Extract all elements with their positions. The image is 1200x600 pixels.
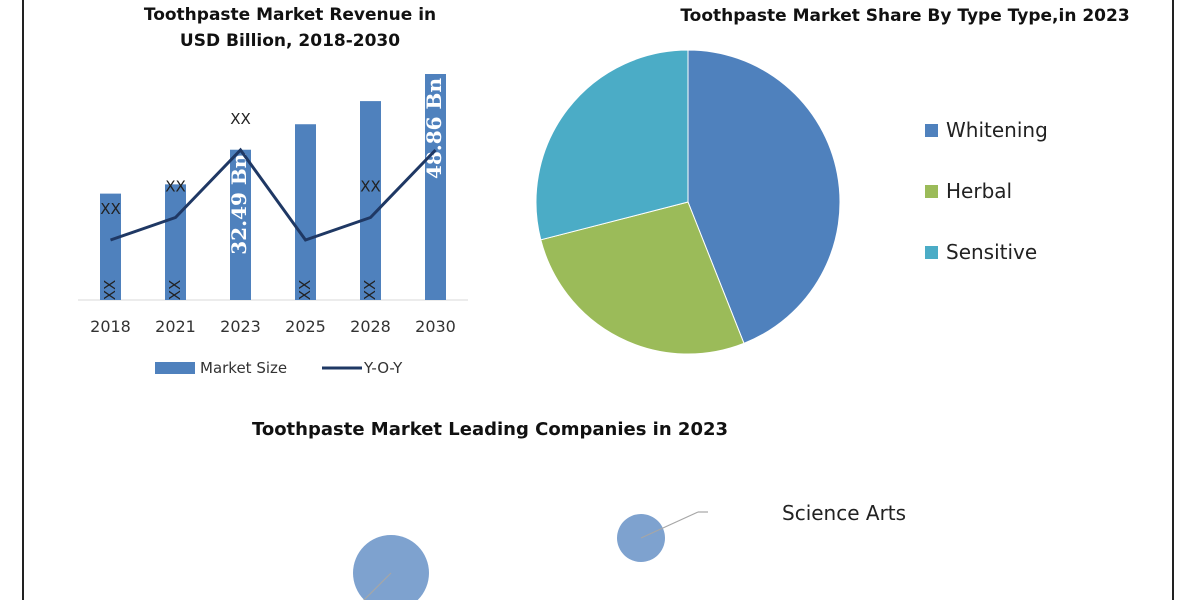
yoy-data-label: XX — [165, 178, 186, 196]
companies-chart-title: Toothpaste Market Leading Companies in 2… — [251, 419, 729, 440]
pie-slice-herbal — [540, 201, 745, 355]
bar-data-label: 48.86 Bn — [422, 78, 446, 179]
legend-swatch-market-size — [155, 362, 195, 374]
pie-legend-label: Whitening — [946, 118, 1048, 142]
bar-data-label: 32.49 Bn — [227, 153, 251, 254]
revenue-title-line-1: Toothpaste Market Revenue in — [143, 5, 437, 25]
legend-label-market-size: Market Size — [200, 359, 287, 377]
pie-slice-whitening — [687, 49, 841, 344]
pie-legend-swatch — [925, 245, 938, 259]
share-chart-title: Toothpaste Market Share By Type Type,in … — [680, 6, 1130, 26]
pie-slice-sensitive — [535, 49, 689, 241]
bubble-label: Science Arts — [782, 501, 906, 525]
x-tick-label: 2021 — [155, 317, 196, 336]
bar-2018 — [100, 193, 121, 300]
revenue-title-line-2: USD Billion, 2018-2030 — [179, 31, 401, 51]
revenue-chart: XX XX 32.49 Bn XX XX 48.86 Bn XX XX XX XX 2018 2021… — [78, 74, 468, 377]
bar-2023 — [230, 149, 251, 300]
pie-legend-label: Herbal — [946, 179, 1013, 203]
x-tick-label: 2025 — [285, 317, 326, 336]
x-tick-label: 2028 — [350, 317, 391, 336]
x-tick-label: 2023 — [220, 317, 261, 336]
infographic-frame — [22, 0, 1174, 600]
yoy-data-label: XX — [230, 110, 251, 128]
x-tick-label: 2030 — [415, 317, 456, 336]
x-tick-label: 2018 — [90, 317, 131, 336]
bar-data-label: XX — [101, 280, 119, 301]
revenue-chart-title: Toothpaste Market Revenue in USD Billion… — [120, 2, 460, 54]
bar-data-label: XX — [361, 280, 379, 301]
bar-data-label: XX — [296, 280, 314, 301]
pie-legend-label: Sensitive — [946, 240, 1038, 264]
pie-legend-item-sensitive: Sensitive — [925, 237, 1048, 267]
companies-bubble-chart: Science Arts — [353, 501, 906, 600]
bubble-large — [353, 535, 429, 600]
pie-legend-swatch — [925, 123, 938, 137]
bar-2028 — [360, 101, 381, 300]
pie-legend-swatch — [925, 184, 938, 198]
yoy-data-label: XX — [100, 200, 121, 218]
yoy-data-label: XX — [360, 178, 381, 196]
yoy-line — [110, 147, 437, 242]
bar-2025 — [295, 124, 316, 300]
bar-2030 — [425, 74, 446, 300]
pie-legend-item-whitening: Whitening — [925, 115, 1048, 145]
pie-legend: Whitening Herbal Sensitive — [925, 115, 1048, 298]
bubble-leader-line — [640, 511, 699, 539]
share-pie-chart — [535, 49, 841, 355]
bubble-leader-line-large — [363, 572, 392, 600]
legend-label-yoy: Y-O-Y — [363, 359, 403, 377]
pie-legend-item-herbal: Herbal — [925, 176, 1048, 206]
bar-data-label: XX — [166, 280, 184, 301]
